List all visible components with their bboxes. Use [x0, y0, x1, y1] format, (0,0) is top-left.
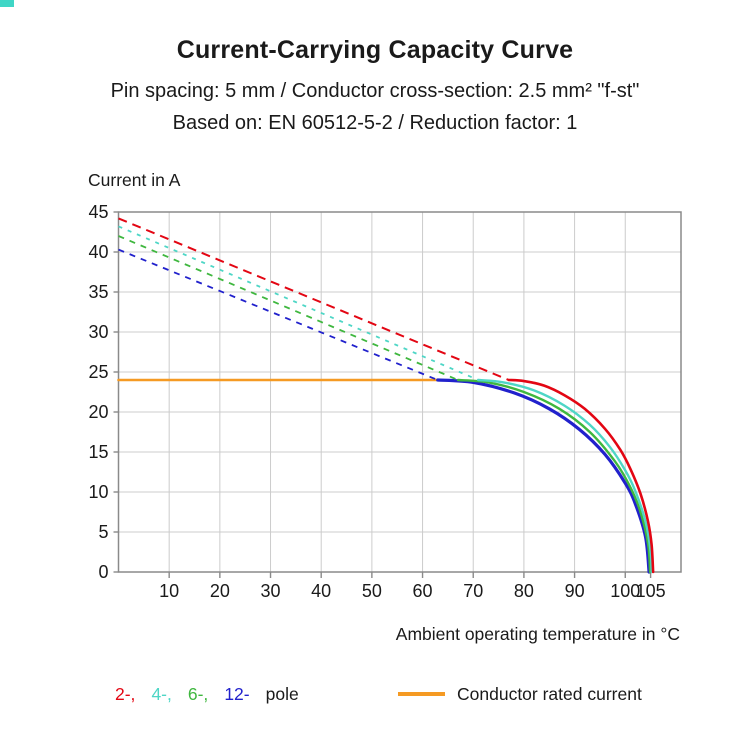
- chart-svg: 0 5 10 15 20 25 30 35 40 45 10 20 30 40 50 60 70 80 90 1001…: [88, 202, 682, 601]
- chart-subtitle-pin-spacing: Pin spacing: 5 mm / Conductor cross-sect…: [110, 80, 640, 102]
- x-tick-label: 105: [636, 581, 666, 601]
- legend: 2-, 4-, 6-, 12- pole Conductor rated current: [0, 684, 750, 710]
- y-tick-label: 40: [88, 242, 108, 262]
- legend-pole-6-pole: 6-,: [187, 684, 209, 704]
- series-dashed-2-pole: [118, 217, 510, 381]
- x-axis-title: Ambient operating temperature in °C: [395, 624, 680, 644]
- corner-artifact-mark: [0, 0, 14, 7]
- y-tick-label: 20: [88, 402, 108, 422]
- series-solid-12-pole: [436, 378, 651, 574]
- chart-subtitle-standard: Based on: EN 60512-5-2 / Reduction facto…: [172, 112, 578, 134]
- y-tick-label: 0: [98, 562, 108, 582]
- y-tick-label: 45: [88, 202, 108, 222]
- series-dashed-6-pole: [118, 235, 459, 381]
- chart-title: Current-Carrying Capacity Curve: [176, 36, 574, 64]
- x-tick-label: 80: [514, 581, 534, 601]
- x-tick-label: 70: [463, 581, 483, 601]
- series-solid-6-pole: [456, 378, 652, 574]
- x-tick-label: 90: [565, 581, 585, 601]
- x-tick-label: 40: [311, 581, 331, 601]
- x-tick-label: 20: [210, 581, 230, 601]
- legend-rated: Conductor rated current: [398, 684, 642, 705]
- y-tick-label: 35: [88, 282, 108, 302]
- legend-pole-4-pole: 4-,: [151, 684, 172, 704]
- plot-border: [117, 211, 682, 573]
- rated-current-label: Conductor rated current: [457, 684, 642, 704]
- rated-current-line-swatch: [398, 691, 445, 696]
- y-tick-label: 15: [88, 442, 108, 462]
- y-axis-title: Current in A: [88, 170, 181, 190]
- legend-pole-2-pole: 2-,: [115, 684, 136, 704]
- legend-pole-12-pole: 12-: [224, 684, 250, 704]
- x-tick-label: 30: [261, 581, 281, 601]
- series-solid-2-pole: [507, 378, 655, 574]
- x-tick-label: 60: [413, 581, 433, 601]
- series-solid-4-pole: [477, 378, 653, 574]
- legend-poles: 2-, 4-, 6-, 12- pole: [115, 684, 299, 705]
- y-tick-label: 5: [98, 522, 108, 542]
- y-tick-label: 30: [88, 322, 108, 342]
- series-dashed-4-pole: [118, 225, 479, 381]
- x-tick-label: 10: [159, 581, 179, 601]
- series-dashed-12-pole: [118, 248, 439, 381]
- y-tick-label: 25: [88, 362, 108, 382]
- x-tick-label: 100: [610, 581, 640, 601]
- legend-pole-suffix: pole: [265, 684, 299, 704]
- y-tick-label: 10: [88, 482, 108, 502]
- x-tick-label: 50: [362, 581, 382, 601]
